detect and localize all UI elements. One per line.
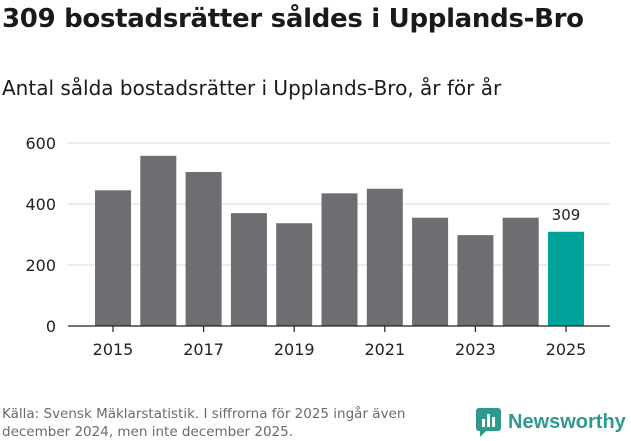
bar-2017: [185, 171, 222, 326]
bar-2023: [457, 235, 494, 326]
bar-2025: [548, 231, 584, 326]
source-note: Källa: Svensk Mäklarstatistik. I siffror…: [2, 406, 406, 440]
bar-2024: [502, 217, 539, 326]
data-label: 309: [552, 206, 581, 224]
bar-2015: [95, 190, 131, 326]
x-tick-label: 2023: [455, 340, 496, 359]
bar-chart: 0 200 400 600 2015 2017 2019 2021 2023 2025 309: [25, 134, 610, 359]
y-tick-label: 400: [25, 195, 56, 214]
x-tick-label: 2021: [364, 340, 405, 359]
x-tick-label: 2017: [183, 340, 224, 359]
bar-2021: [366, 188, 403, 326]
brand: Newsworthy: [476, 408, 626, 437]
y-tick-label: 0: [46, 317, 56, 336]
data-labels: 309: [552, 206, 581, 224]
x-tick-label: 2025: [546, 340, 587, 359]
brand-name: Newsworthy: [508, 411, 626, 433]
x-tick-label: 2015: [93, 340, 134, 359]
y-axis-ticks: 0 200 400 600: [25, 134, 56, 336]
bar-2022: [412, 217, 449, 326]
chart-subtitle: Antal sålda bostadsrätter i Upplands-Bro…: [2, 76, 502, 100]
newsworthy-logo-icon: [476, 408, 501, 437]
chart-title: 309 bostadsrätter såldes i Upplands-Bro: [2, 4, 584, 34]
x-tick-label: 2019: [274, 340, 315, 359]
bar-2019: [276, 223, 313, 326]
bar-2016: [140, 155, 177, 326]
bars: [95, 155, 584, 326]
bar-2018: [230, 213, 267, 326]
bar-2020: [321, 193, 358, 326]
y-tick-label: 600: [25, 134, 56, 153]
y-tick-label: 200: [25, 256, 56, 275]
x-axis-ticks: 2015 2017 2019 2021 2023 2025: [93, 326, 587, 359]
